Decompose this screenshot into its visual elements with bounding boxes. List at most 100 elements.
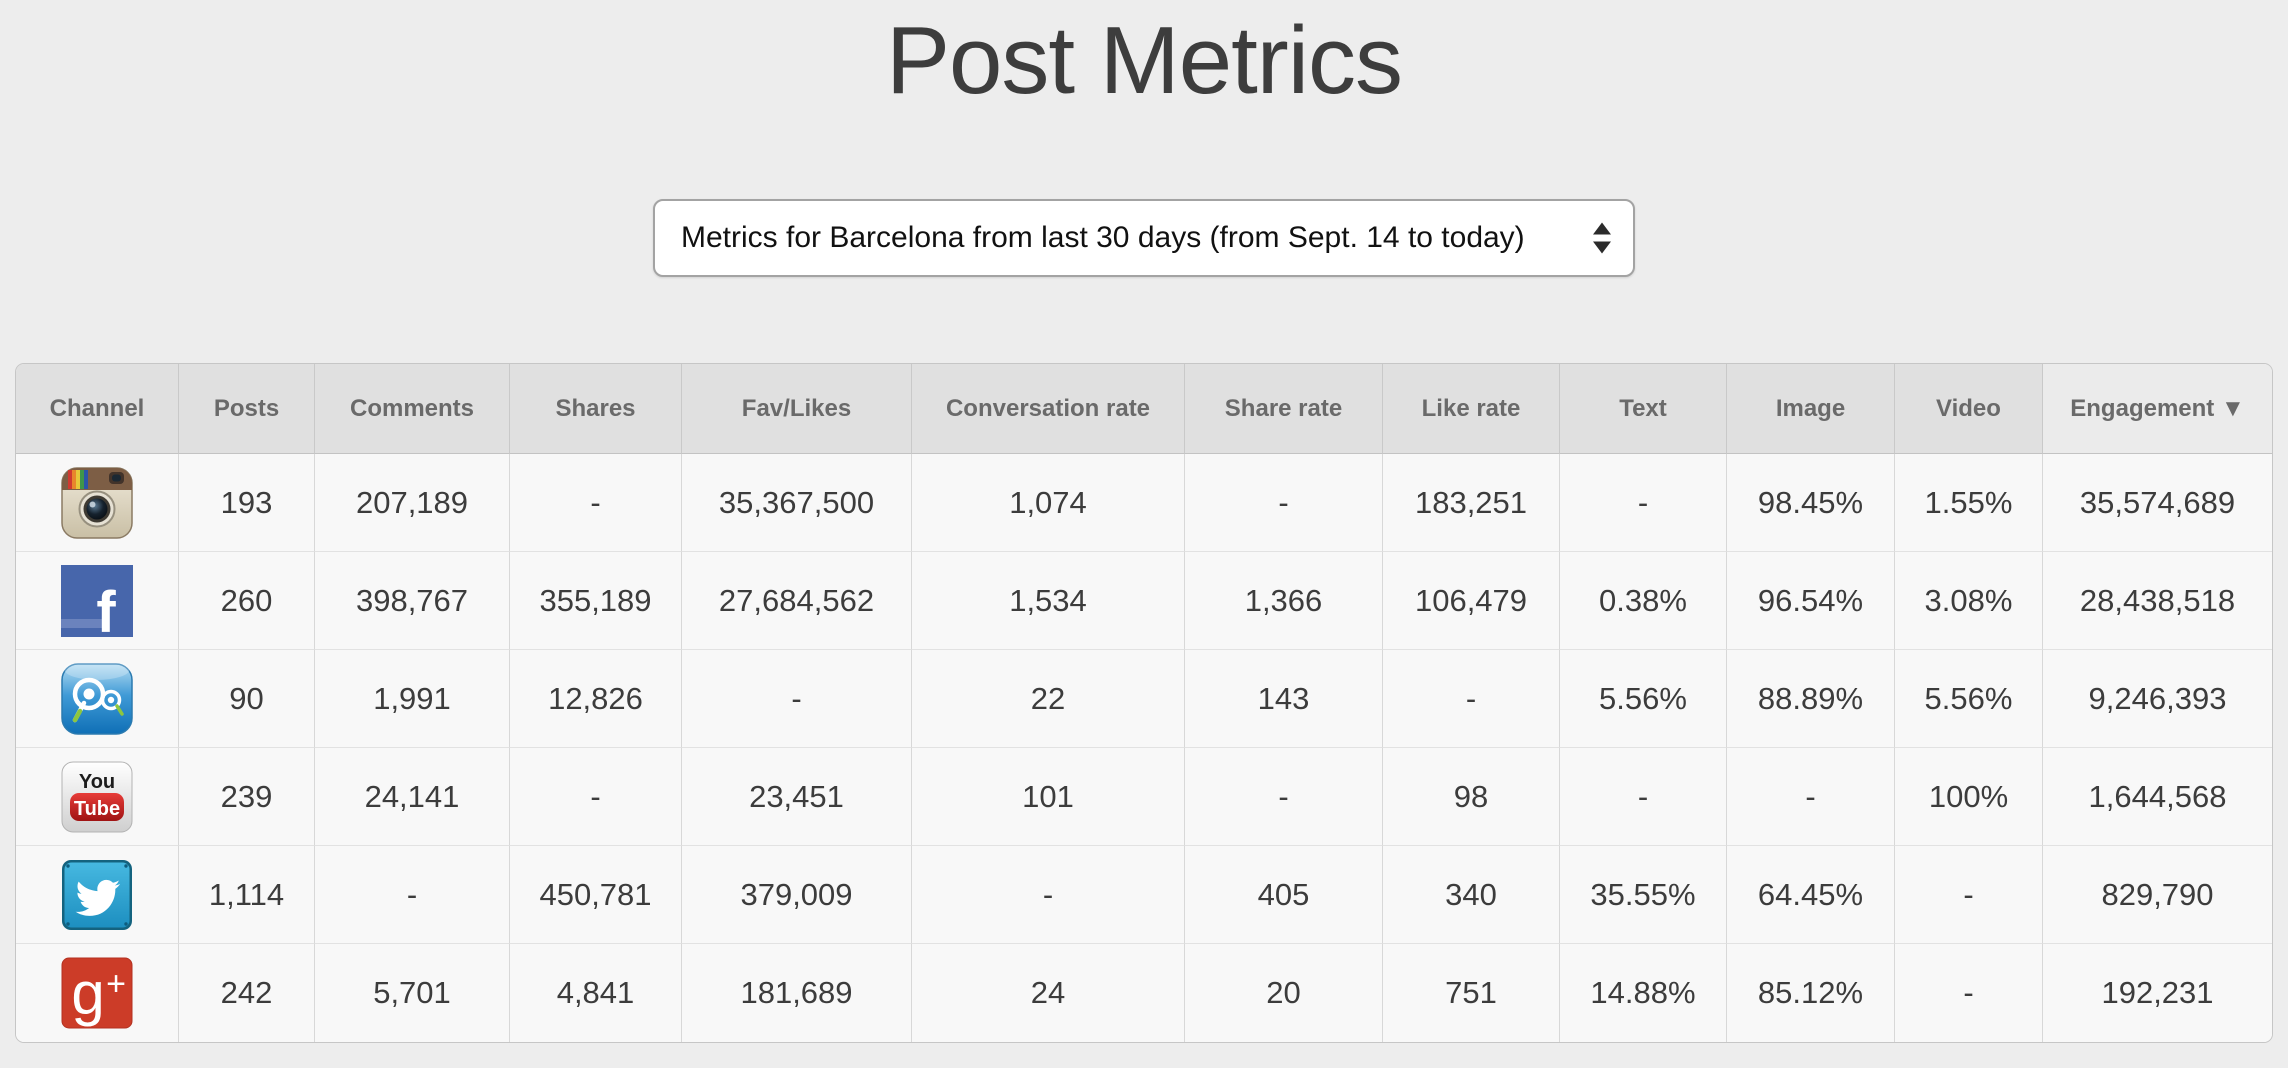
metrics-table-container: Channel Posts Comments Shares Fav/Likes Conve…	[15, 363, 2273, 1044]
svg-text:Tube: Tube	[74, 798, 120, 820]
cell-text: 35.55%	[1560, 846, 1727, 945]
cell-conversation_rate: 1,534	[912, 552, 1185, 651]
cell-image: 85.12%	[1727, 944, 1895, 1043]
channel-cell-instagram	[16, 454, 179, 553]
cell-share_rate: 143	[1185, 650, 1383, 749]
youtube-icon: You Tube	[61, 761, 133, 833]
instagram-icon	[61, 467, 133, 539]
cell-engagement: 192,231	[2043, 944, 2272, 1043]
cell-share_rate: 1,366	[1185, 552, 1383, 651]
cell-shares: 450,781	[510, 846, 682, 945]
cell-like_rate: -	[1383, 650, 1560, 749]
cell-shares: -	[510, 454, 682, 553]
cell-like_rate: 340	[1383, 846, 1560, 945]
channel-cell-googleplus: g +	[16, 944, 179, 1043]
cell-posts: 193	[179, 454, 315, 553]
cell-image: 64.45%	[1727, 846, 1895, 945]
cell-like_rate: 106,479	[1383, 552, 1560, 651]
cell-engagement: 829,790	[2043, 846, 2272, 945]
page-title: Post Metrics	[885, 7, 1403, 114]
cell-video: 3.08%	[1895, 552, 2043, 651]
cell-posts: 242	[179, 944, 315, 1043]
svg-text:+: +	[106, 965, 126, 1003]
cell-comments: 398,767	[315, 552, 510, 651]
cell-comments: 24,141	[315, 748, 510, 847]
channel-cell-facebook: f	[16, 552, 179, 651]
cell-posts: 90	[179, 650, 315, 749]
arrow-up-icon	[1593, 222, 1611, 235]
channel-cell-twitter	[16, 846, 179, 945]
cell-posts: 239	[179, 748, 315, 847]
cell-conversation_rate: 1,074	[912, 454, 1185, 553]
column-header-conversation_rate[interactable]: Conversation rate	[912, 364, 1185, 455]
svg-text:f: f	[96, 580, 116, 637]
cell-like_rate: 98	[1383, 748, 1560, 847]
column-header-engagement[interactable]: Engagement ▼	[2043, 364, 2272, 455]
column-header-channel[interactable]: Channel	[16, 364, 179, 455]
channel-cell-search-app	[16, 650, 179, 749]
column-header-like_rate[interactable]: Like rate	[1383, 364, 1560, 455]
googleplus-icon: g +	[61, 957, 133, 1029]
cell-comments: 5,701	[315, 944, 510, 1043]
column-header-fav_likes[interactable]: Fav/Likes	[682, 364, 912, 455]
arrow-down-icon	[1593, 241, 1611, 254]
cell-engagement: 35,574,689	[2043, 454, 2272, 553]
cell-like_rate: 751	[1383, 944, 1560, 1043]
cell-image: 88.89%	[1727, 650, 1895, 749]
selected-option-label: Metrics for Barcelona from last 30 days …	[681, 221, 1525, 255]
cell-shares: 12,826	[510, 650, 682, 749]
column-header-comments[interactable]: Comments	[315, 364, 510, 455]
facebook-icon: f	[61, 564, 133, 637]
channel-cell-youtube: You Tube	[16, 748, 179, 847]
cell-text: -	[1560, 454, 1727, 553]
cell-shares: 4,841	[510, 944, 682, 1043]
metrics-table: Channel Posts Comments Shares Fav/Likes Conve…	[16, 364, 2272, 1043]
cell-image: 96.54%	[1727, 552, 1895, 651]
column-header-posts[interactable]: Posts	[179, 364, 315, 455]
cell-text: 14.88%	[1560, 944, 1727, 1043]
column-header-image[interactable]: Image	[1727, 364, 1895, 455]
cell-video: 5.56%	[1895, 650, 2043, 749]
cell-share_rate: -	[1185, 454, 1383, 553]
cell-fav_likes: 27,684,562	[682, 552, 912, 651]
svg-text:You: You	[79, 771, 115, 793]
column-header-video[interactable]: Video	[1895, 364, 2043, 455]
cell-comments: 1,991	[315, 650, 510, 749]
column-header-share_rate[interactable]: Share rate	[1185, 364, 1383, 455]
cell-video: 100%	[1895, 748, 2043, 847]
cell-fav_likes: -	[682, 650, 912, 749]
cell-conversation_rate: 101	[912, 748, 1185, 847]
cell-share_rate: 405	[1185, 846, 1383, 945]
cell-fav_likes: 23,451	[682, 748, 912, 847]
cell-text: 5.56%	[1560, 650, 1727, 749]
cell-share_rate: 20	[1185, 944, 1383, 1043]
cell-fav_likes: 379,009	[682, 846, 912, 945]
cell-comments: -	[315, 846, 510, 945]
search-app-icon	[61, 662, 133, 735]
cell-engagement: 9,246,393	[2043, 650, 2272, 749]
metrics-period-select[interactable]: Metrics for Barcelona from last 30 days …	[653, 199, 1635, 278]
cell-image: 98.45%	[1727, 454, 1895, 553]
column-header-text[interactable]: Text	[1560, 364, 1727, 455]
cell-posts: 1,114	[179, 846, 315, 945]
cell-video: -	[1895, 846, 2043, 945]
cell-conversation_rate: 24	[912, 944, 1185, 1043]
cell-shares: 355,189	[510, 552, 682, 651]
cell-video: -	[1895, 944, 2043, 1043]
select-stepper-icon	[1593, 222, 1611, 254]
cell-share_rate: -	[1185, 748, 1383, 847]
cell-text: 0.38%	[1560, 552, 1727, 651]
cell-conversation_rate: 22	[912, 650, 1185, 749]
cell-comments: 207,189	[315, 454, 510, 553]
cell-posts: 260	[179, 552, 315, 651]
cell-conversation_rate: -	[912, 846, 1185, 945]
cell-like_rate: 183,251	[1383, 454, 1560, 553]
cell-engagement: 1,644,568	[2043, 748, 2272, 847]
filter-row: Metrics for Barcelona from last 30 days …	[0, 199, 2288, 278]
column-header-shares[interactable]: Shares	[510, 364, 682, 455]
cell-video: 1.55%	[1895, 454, 2043, 553]
twitter-icon	[61, 859, 133, 931]
cell-fav_likes: 181,689	[682, 944, 912, 1043]
svg-text:g: g	[71, 960, 104, 1027]
